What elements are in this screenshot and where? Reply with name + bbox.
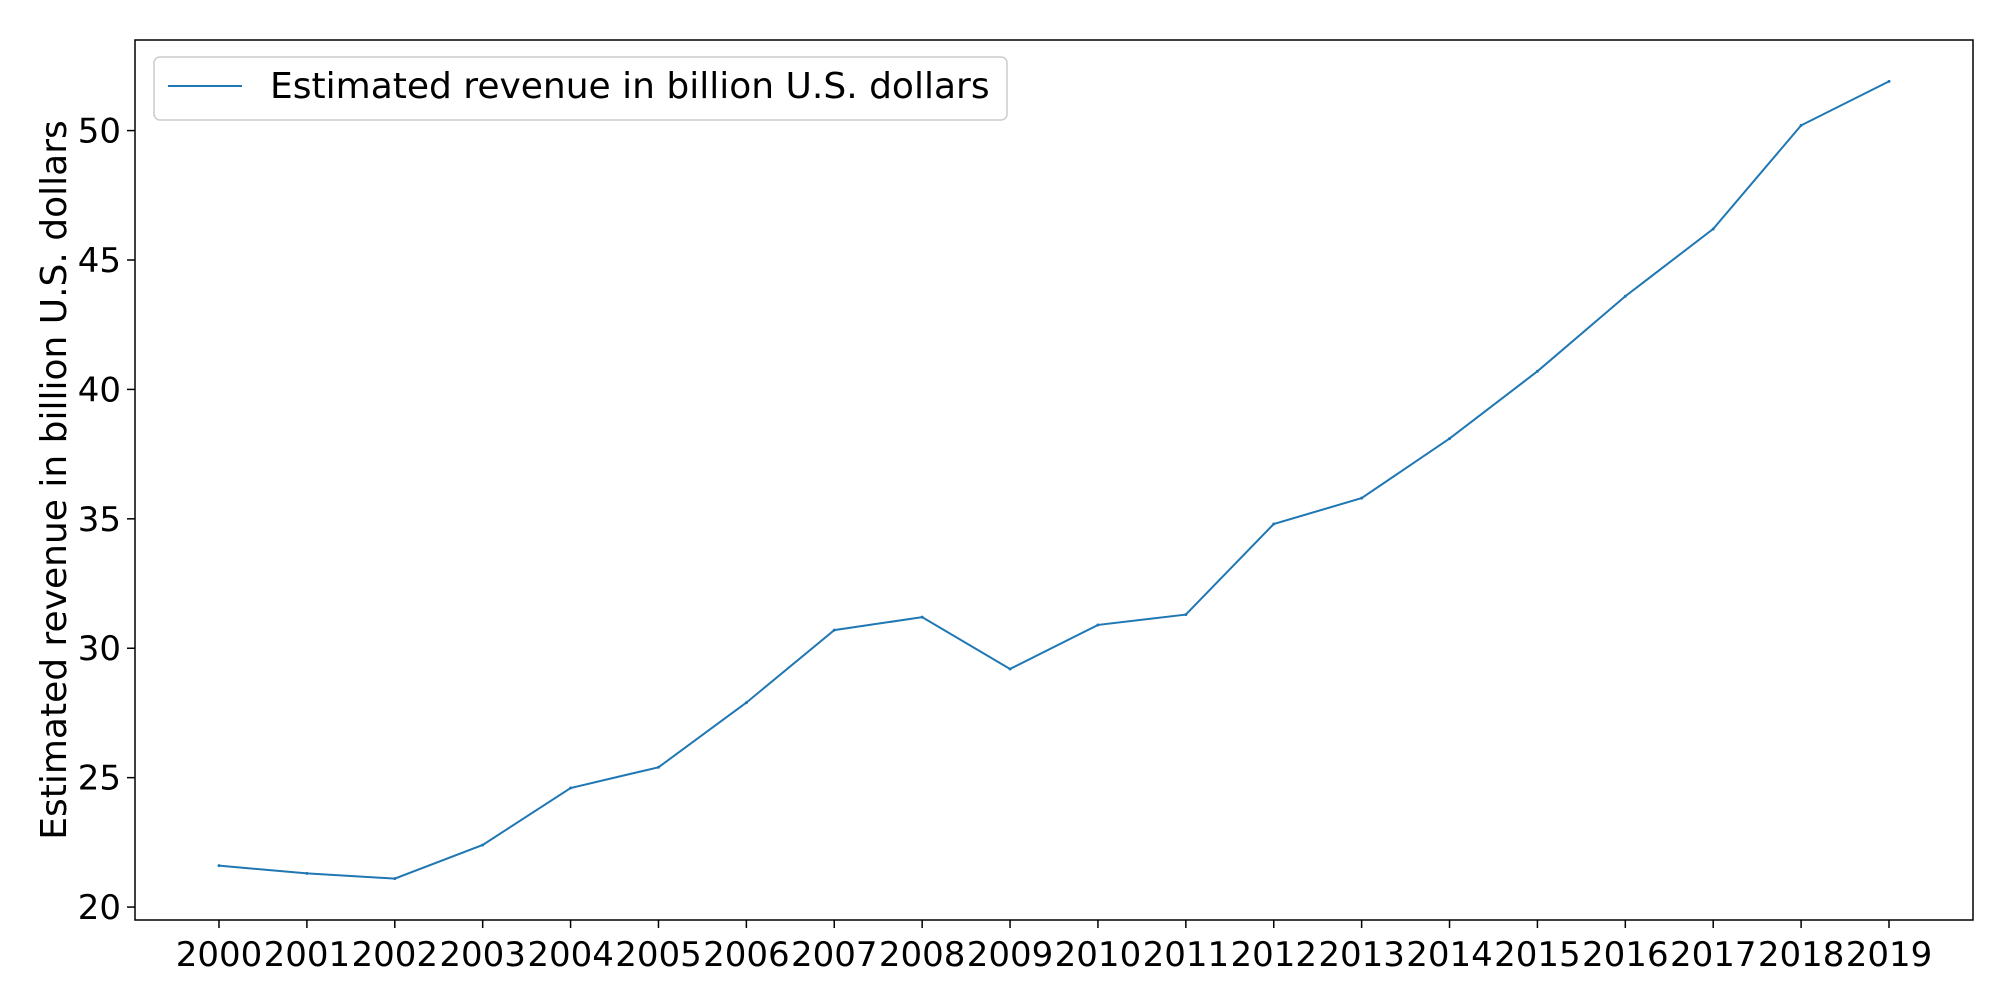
data-point (1799, 123, 1803, 127)
data-point (744, 701, 748, 705)
y-tick-label: 45 (78, 241, 121, 281)
data-point (305, 871, 309, 875)
data-point (1184, 613, 1188, 617)
data-point (481, 843, 485, 847)
y-tick-label: 20 (78, 888, 121, 928)
x-tick-label: 2018 (1758, 935, 1845, 975)
x-tick-label: 2010 (1055, 935, 1142, 975)
data-point (1448, 437, 1452, 441)
data-point (1360, 496, 1364, 500)
series-layer (217, 79, 1891, 881)
y-tick-label: 50 (78, 112, 121, 152)
y-tick-label: 25 (78, 759, 121, 799)
data-point (1096, 623, 1100, 627)
x-tick-label: 2009 (967, 935, 1054, 975)
data-point (920, 615, 924, 619)
plot-frame (134, 39, 1974, 921)
x-tick-label: 2008 (879, 935, 966, 975)
x-tick-label: 2015 (1494, 935, 1581, 975)
y-tick-label: 30 (78, 629, 121, 669)
x-tick-label: 2013 (1318, 935, 1405, 975)
data-point (1887, 79, 1891, 83)
y-axis: 20 25 30 35 40 45 50 (78, 112, 135, 928)
y-axis-title: Estimated revenue in billion U.S. dollar… (34, 120, 75, 840)
x-tick-label: 2012 (1230, 935, 1317, 975)
legend-box (153, 56, 1008, 121)
series-line (218, 80, 1890, 880)
x-axis: 2000 2001 2002 2003 2004 2005 2006 2007 2008 2009… (176, 920, 1933, 975)
data-point (217, 864, 221, 868)
data-point (1008, 667, 1012, 671)
data-point (569, 786, 573, 790)
data-point (656, 765, 660, 769)
x-tick-label: 2002 (352, 935, 439, 975)
x-tick-label: 2011 (1143, 935, 1230, 975)
x-tick-label: 2004 (527, 935, 614, 975)
data-point (1272, 522, 1276, 526)
x-tick-label: 2000 (176, 935, 263, 975)
legend-label: Estimated revenue in billion U.S. dollar… (270, 66, 990, 107)
x-tick-label: 2006 (703, 935, 790, 975)
x-tick-label: 2003 (439, 935, 526, 975)
data-point (1623, 294, 1627, 298)
x-tick-label: 2019 (1846, 935, 1933, 975)
x-tick-label: 2005 (615, 935, 702, 975)
y-tick-label: 35 (78, 500, 121, 540)
legend: Estimated revenue in billion U.S. dollar… (153, 56, 1008, 121)
data-point (1711, 227, 1715, 231)
y-tick-label: 40 (78, 370, 121, 410)
x-tick-label: 2017 (1670, 935, 1757, 975)
data-point (832, 628, 836, 632)
data-point (393, 877, 397, 881)
x-tick-label: 2016 (1582, 935, 1669, 975)
x-tick-label: 2007 (791, 935, 878, 975)
data-point (1535, 369, 1539, 373)
x-tick-label: 2014 (1406, 935, 1493, 975)
x-tick-label: 2001 (264, 935, 351, 975)
